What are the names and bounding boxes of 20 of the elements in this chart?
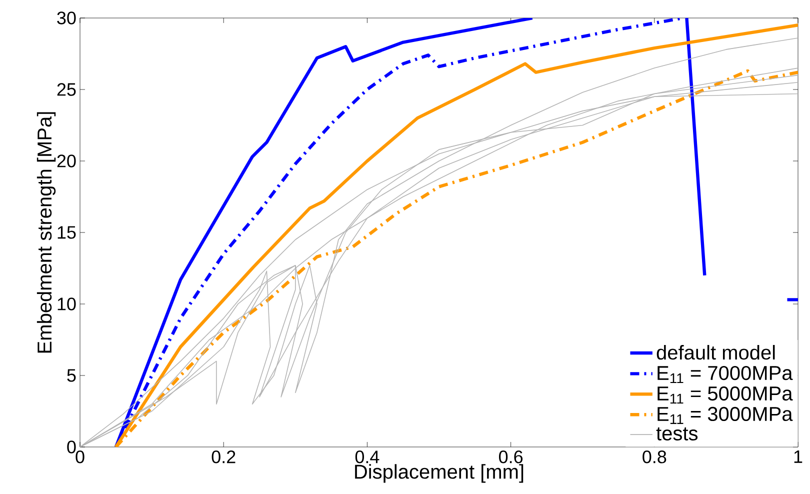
y-tick-label: 20: [57, 154, 76, 168]
x-axis-title: Displacement [mm]: [355, 464, 524, 483]
x-tick-label: 0: [76, 450, 84, 464]
legend-label: E$_{11}$ = 3000MPa: [658, 406, 793, 424]
y-tick-label: 5: [67, 369, 76, 382]
x-tick-label: 0.6: [499, 450, 523, 464]
legend-label: default model: [656, 344, 775, 360]
legend-label: E$_{11}$ = 5000MPa: [658, 386, 793, 404]
legend-label: E$_{11}$ = 7000MPa: [658, 366, 793, 384]
y-tick-label: 30: [57, 12, 76, 24]
y-tick-label: 25: [57, 83, 76, 96]
x-tick-label: 0.4: [355, 450, 380, 464]
legend-label: tests: [656, 427, 698, 440]
y-axis-title: Embedment strength [MPa]: [36, 112, 56, 353]
x-tick-label: 0.2: [212, 450, 236, 464]
y-tick-label: 0: [67, 440, 76, 454]
y-tick-label: 10: [58, 298, 76, 310]
x-tick-label: 0.8: [642, 450, 666, 464]
x-tick-label: 1: [794, 450, 802, 463]
y-tick-label: 15: [58, 226, 76, 239]
